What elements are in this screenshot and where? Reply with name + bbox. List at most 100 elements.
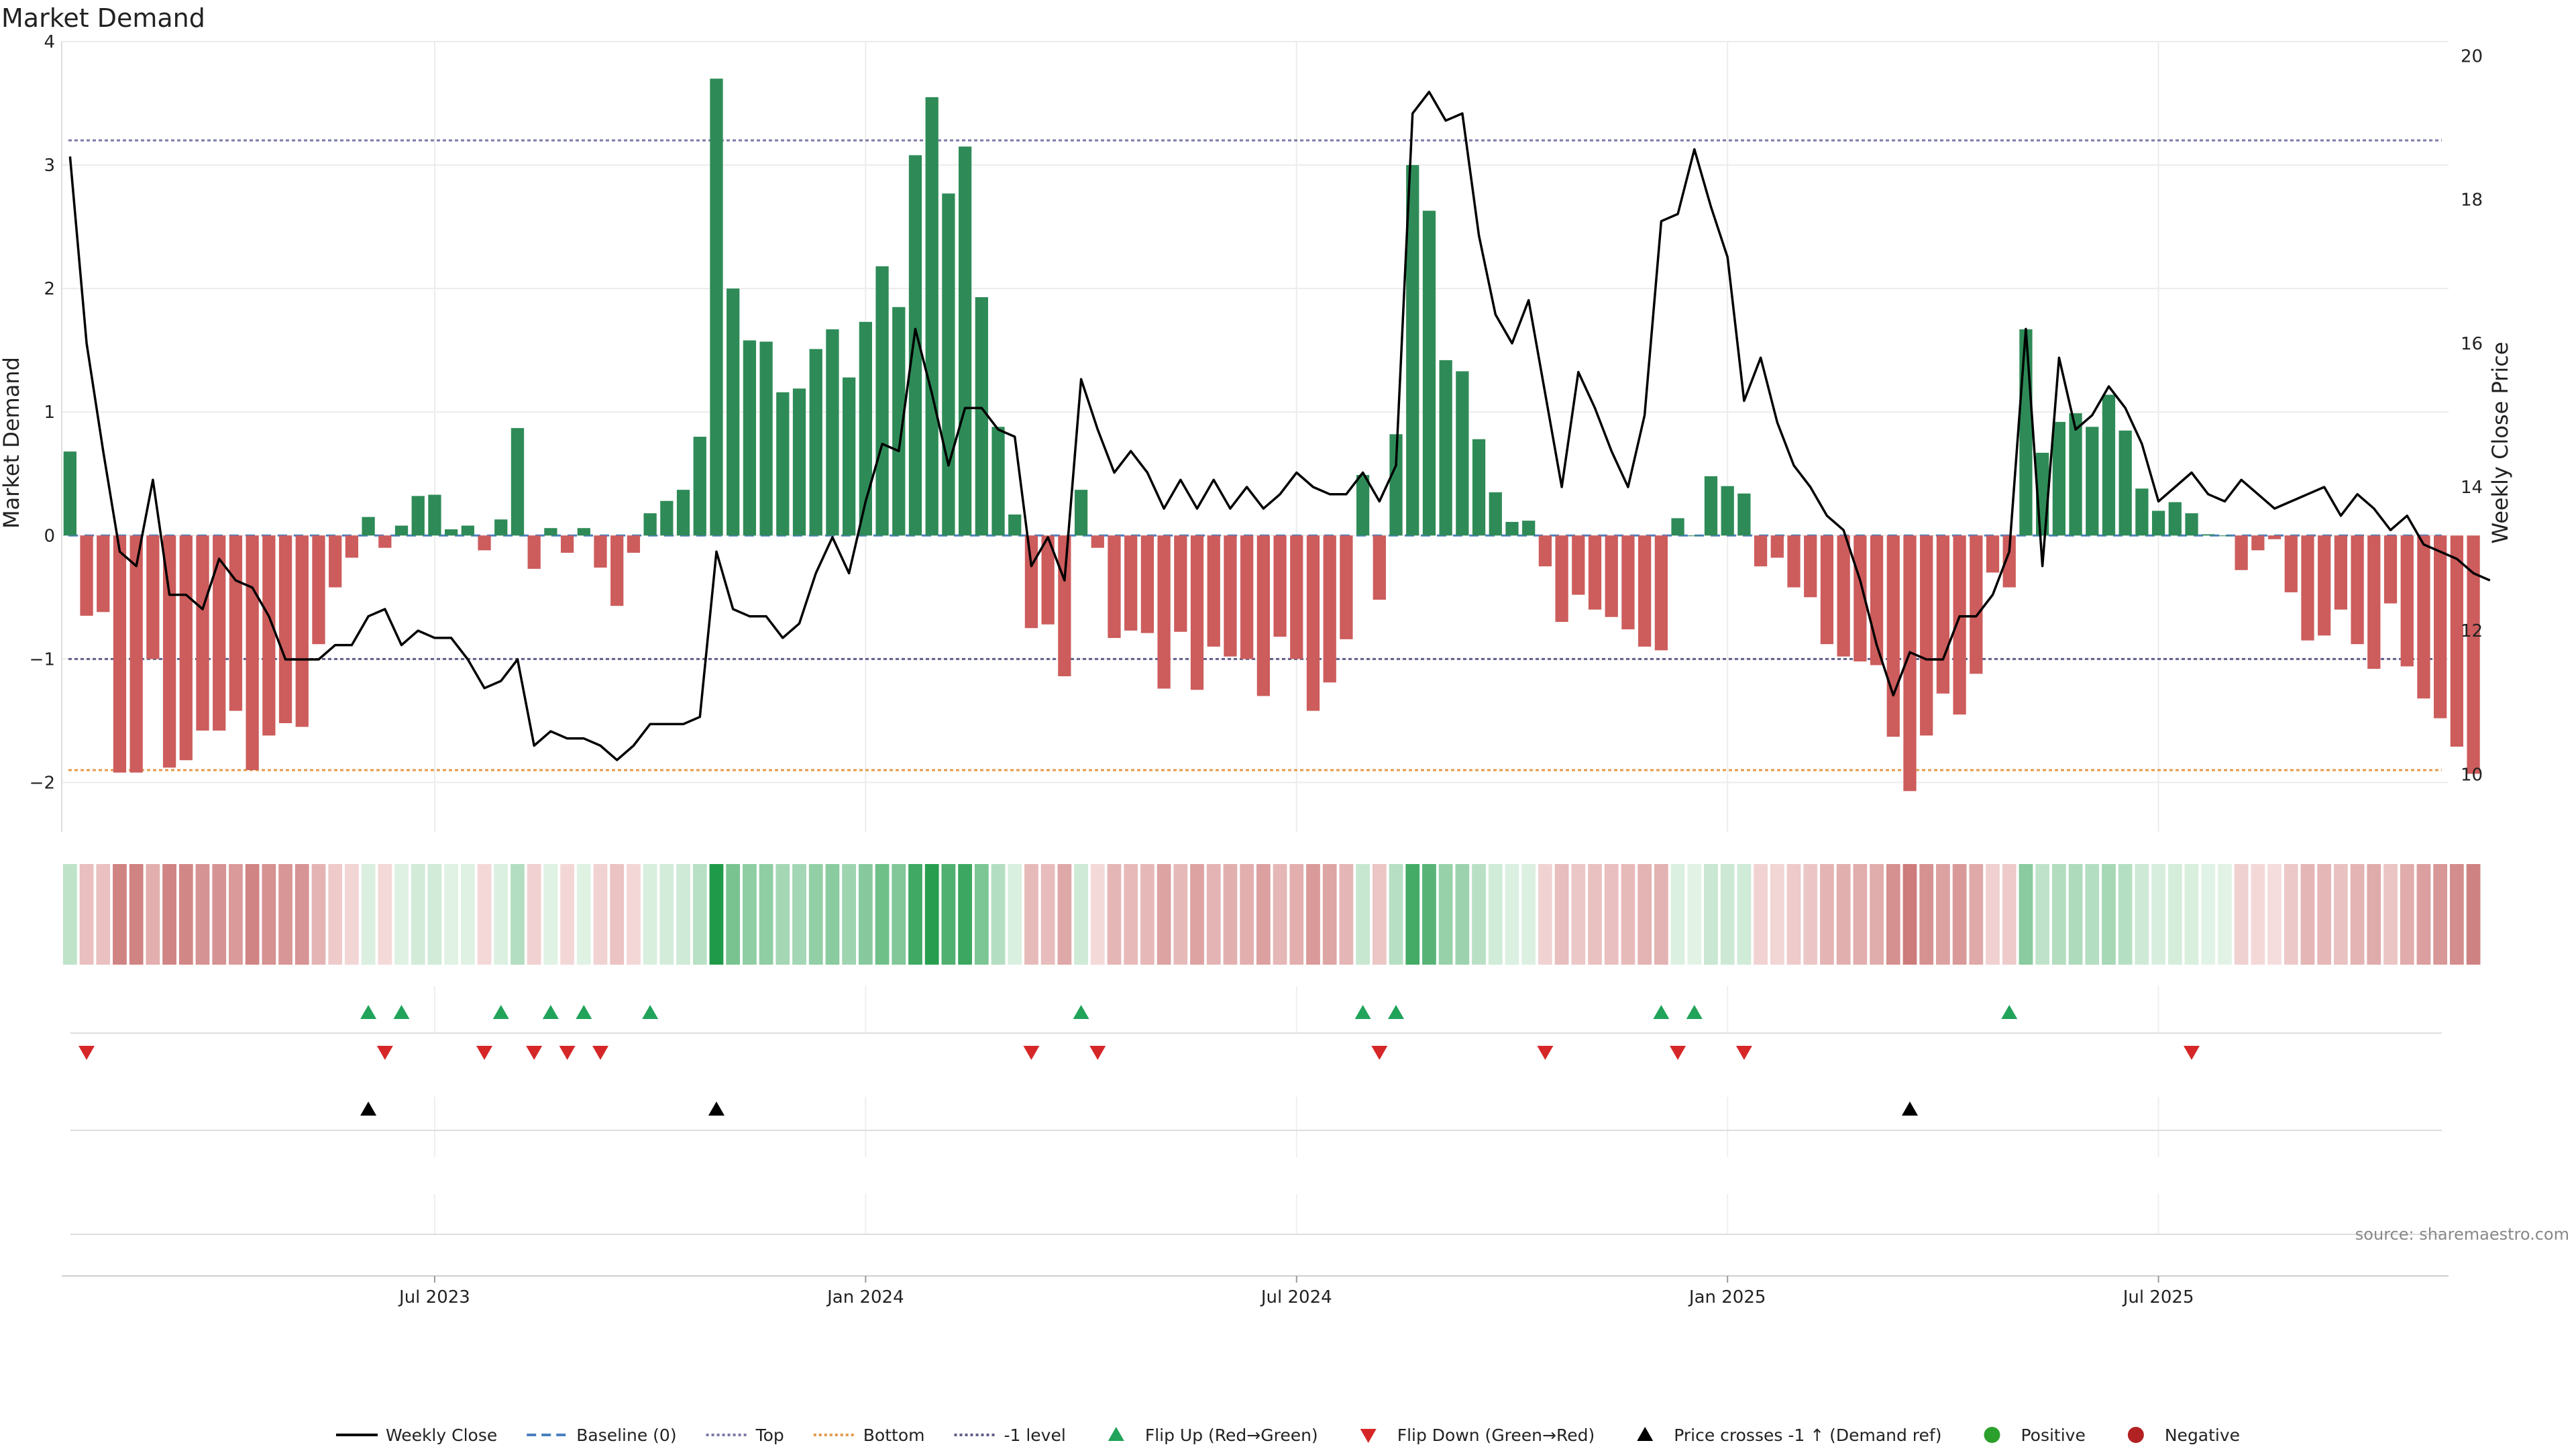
y-tick-label: 4 bbox=[44, 32, 55, 52]
demand-bar bbox=[809, 349, 822, 536]
heat-cell bbox=[2400, 864, 2414, 965]
flip-up-marker bbox=[1073, 1005, 1089, 1019]
heat-cell bbox=[328, 864, 343, 965]
heat-cell bbox=[1919, 864, 1934, 965]
demand-bar bbox=[1207, 535, 1220, 647]
heat-cell bbox=[178, 864, 193, 965]
demand-bar bbox=[2301, 535, 2314, 641]
demand-bar bbox=[1621, 535, 1635, 630]
y-axis-label: Market Demand bbox=[0, 357, 24, 529]
demand-bar bbox=[2367, 535, 2381, 669]
demand-bar bbox=[1953, 535, 1966, 715]
heat-cell bbox=[627, 864, 641, 965]
demand-bar bbox=[97, 535, 110, 612]
demand-bar bbox=[2202, 534, 2215, 536]
heat-cell bbox=[2234, 864, 2249, 965]
demand-bar bbox=[1373, 535, 1386, 600]
heat-cell bbox=[659, 864, 674, 965]
heat-cell bbox=[1554, 864, 1569, 965]
demand-bar bbox=[312, 535, 325, 645]
demand-bar bbox=[129, 535, 143, 773]
demand-bar bbox=[445, 529, 458, 536]
demand-bar bbox=[2218, 535, 2232, 537]
heat-cell bbox=[858, 864, 873, 965]
heat-cell bbox=[146, 864, 160, 965]
heat-cell bbox=[62, 864, 77, 965]
heat-cell bbox=[2251, 864, 2265, 965]
heat-cell bbox=[2416, 864, 2431, 965]
heat-cell bbox=[262, 864, 276, 965]
heat-cell bbox=[941, 864, 956, 965]
demand-bar bbox=[2434, 535, 2447, 718]
demand-bar bbox=[1654, 535, 1668, 651]
heat-cell bbox=[294, 864, 309, 965]
heat-cell bbox=[1389, 864, 1403, 965]
demand-bar bbox=[2168, 502, 2182, 536]
demand-bar bbox=[1439, 360, 1452, 536]
heat-cell bbox=[825, 864, 840, 965]
heat-cell bbox=[1538, 864, 1552, 965]
legend-label: Baseline (0) bbox=[576, 1426, 676, 1445]
legend-item: -1 level bbox=[954, 1426, 1066, 1445]
heat-cell bbox=[1240, 864, 1254, 965]
heat-cell bbox=[79, 864, 94, 965]
heat-cell bbox=[1521, 864, 1536, 965]
heat-cell bbox=[1273, 864, 1287, 965]
demand-bar bbox=[1671, 518, 1684, 536]
demand-bar bbox=[2052, 421, 2065, 536]
demand-bar bbox=[295, 535, 309, 727]
heat-cell bbox=[1289, 864, 1304, 965]
demand-bar bbox=[1323, 535, 1336, 683]
legend-label: Weekly Close bbox=[386, 1426, 497, 1445]
heat-cell bbox=[1024, 864, 1038, 965]
heat-cell bbox=[345, 864, 359, 965]
legend-item: Bottom bbox=[813, 1426, 924, 1445]
demand-bar bbox=[1108, 535, 1121, 639]
demand-bar bbox=[362, 517, 375, 536]
heat-cell bbox=[1505, 864, 1519, 965]
demand-bar bbox=[1920, 535, 1933, 736]
flip-down-marker bbox=[592, 1046, 609, 1060]
flip-up-marker bbox=[1686, 1005, 1703, 1019]
demand-bar bbox=[2467, 535, 2480, 774]
heat-cell bbox=[2019, 864, 2033, 965]
heat-cell bbox=[2267, 864, 2282, 965]
price-cross-marker bbox=[708, 1102, 724, 1116]
demand-bar bbox=[1456, 371, 1469, 536]
heat-cell bbox=[842, 864, 857, 965]
demand-bar bbox=[610, 535, 624, 606]
flip-down-marker bbox=[1735, 1046, 1752, 1060]
heat-cell bbox=[460, 864, 475, 965]
demand-bar bbox=[196, 535, 209, 731]
heat-cell bbox=[411, 864, 425, 965]
heat-cell bbox=[1339, 864, 1354, 965]
demand-bar bbox=[478, 535, 491, 551]
demand-bar bbox=[2267, 535, 2282, 539]
heat-cell bbox=[1820, 864, 1834, 965]
heat-cell bbox=[1720, 864, 1735, 965]
heat-cell bbox=[593, 864, 608, 965]
source-note: source: sharemaestro.com bbox=[2355, 1225, 2569, 1244]
demand-bar bbox=[975, 297, 988, 536]
heat-cell bbox=[1770, 864, 1784, 965]
demand-bar bbox=[2251, 535, 2265, 551]
heat-cell bbox=[1322, 864, 1337, 965]
heat-cell bbox=[229, 864, 243, 965]
legend-label: Top bbox=[755, 1426, 784, 1445]
flip-down-marker bbox=[2184, 1046, 2200, 1060]
legend-item: Weekly Close bbox=[335, 1426, 497, 1445]
heat-cell bbox=[2135, 864, 2149, 965]
heat-cell bbox=[543, 864, 558, 965]
heat-cell bbox=[2466, 864, 2481, 965]
demand-bar bbox=[2318, 535, 2331, 636]
demand-bar bbox=[2069, 413, 2082, 536]
flip-down-marker bbox=[1537, 1046, 1554, 1060]
empty-panel bbox=[70, 1194, 2442, 1235]
heat-cell bbox=[2151, 864, 2165, 965]
heat-cell bbox=[576, 864, 591, 965]
legend-swatch bbox=[1984, 1427, 2000, 1443]
legend: Weekly Close Baseline (0) Top Bottom -1 leve… bbox=[335, 1426, 2240, 1445]
heat-cell bbox=[1190, 864, 1204, 965]
heat-cell bbox=[1455, 864, 1470, 965]
